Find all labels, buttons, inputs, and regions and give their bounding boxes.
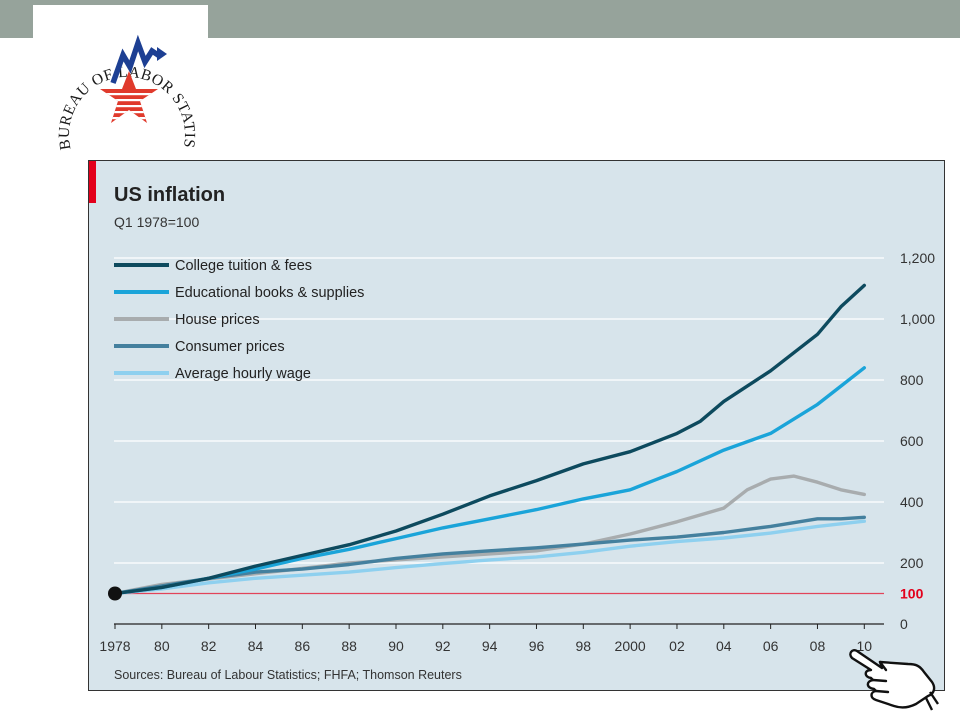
x-tick-label: 1978 — [99, 638, 130, 654]
series-line-0 — [113, 283, 866, 596]
x-tick-label: 06 — [763, 638, 779, 654]
bls-logo: U.S. BUREAU OF LABOR STATISTICS — [33, 5, 208, 155]
legend-label: College tuition & fees — [175, 258, 312, 274]
legend-label: Average hourly wage — [175, 366, 311, 382]
x-tick-label: 88 — [341, 638, 357, 654]
x-tick-label: 98 — [576, 638, 592, 654]
baseline-label: 100 — [900, 586, 924, 602]
series-line-4 — [113, 519, 866, 596]
x-tick-label: 82 — [201, 638, 217, 654]
y-axis-labels: 0 200 400 600 800 1,000 1,200 100 — [900, 250, 935, 632]
series-line-3 — [113, 515, 866, 596]
x-tick-label: 90 — [388, 638, 404, 654]
chart-panel: US inflation Q1 1978=100 0 200 400 600 800 1,… — [88, 160, 945, 691]
y-tick-label: 1,200 — [900, 250, 935, 266]
x-tick-label: 92 — [435, 638, 451, 654]
x-tick-label: 2000 — [615, 638, 646, 654]
chart-source: Sources: Bureau of Labour Statistics; FH… — [114, 668, 462, 682]
hand-pointer-icon — [849, 649, 939, 711]
chart-accent-bar — [89, 161, 96, 203]
x-tick-label: 02 — [669, 638, 685, 654]
series-line-1 — [113, 366, 866, 596]
legend-label: House prices — [175, 312, 260, 328]
legend-label: Educational books & supplies — [175, 285, 364, 301]
x-tick-label: 96 — [529, 638, 545, 654]
x-tick-label: 08 — [810, 638, 826, 654]
bls-logo-icon: U.S. BUREAU OF LABOR STATISTICS — [33, 5, 198, 151]
legend: College tuition & fees Educational books … — [114, 258, 364, 382]
chart-title: US inflation — [114, 184, 225, 206]
legend-label: Consumer prices — [175, 339, 285, 355]
y-tick-label: 600 — [900, 433, 924, 449]
x-tick-label: 84 — [248, 638, 264, 654]
series-lines — [108, 283, 866, 601]
y-tick-label: 200 — [900, 555, 924, 571]
y-tick-label: 400 — [900, 494, 924, 510]
x-tick-label: 04 — [716, 638, 732, 654]
y-tick-label: 0 — [900, 616, 908, 632]
x-tick-label: 80 — [154, 638, 170, 654]
chart-subtitle: Q1 1978=100 — [114, 214, 199, 230]
start-point-dot — [108, 586, 122, 601]
inflation-chart: US inflation Q1 1978=100 0 200 400 600 800 1,… — [89, 161, 935, 682]
x-tick-label: 94 — [482, 638, 498, 654]
y-tick-label: 800 — [900, 372, 924, 388]
y-tick-label: 1,000 — [900, 311, 935, 327]
x-axis-labels: 1978 80 82 84 86 88 90 92 94 96 98 2000 02 04 06 08 10 — [99, 624, 872, 654]
x-tick-label: 86 — [295, 638, 311, 654]
x-tick-label: 10 — [857, 638, 873, 654]
